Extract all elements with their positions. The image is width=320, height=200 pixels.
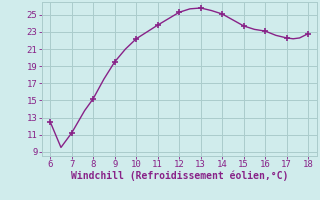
- X-axis label: Windchill (Refroidissement éolien,°C): Windchill (Refroidissement éolien,°C): [70, 171, 288, 181]
